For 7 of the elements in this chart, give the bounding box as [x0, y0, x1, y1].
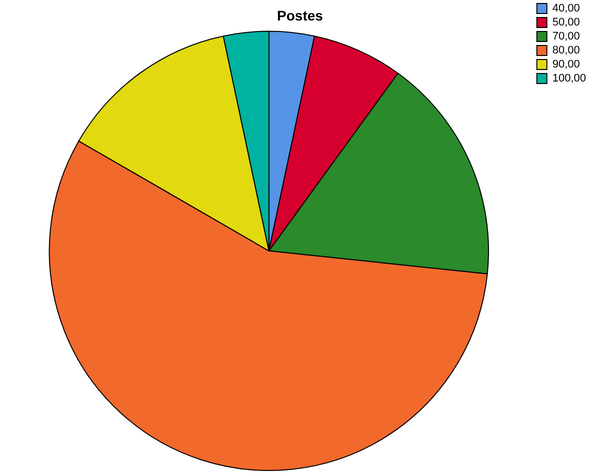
- legend-label: 100,00: [552, 72, 586, 85]
- legend-label: 40,00: [552, 2, 580, 15]
- legend-label: 90,00: [552, 58, 580, 71]
- legend-label: 50,00: [552, 16, 580, 29]
- chart-title: Postes: [277, 7, 324, 24]
- legend-label: 70,00: [552, 30, 580, 43]
- legend-label: 80,00: [552, 44, 580, 57]
